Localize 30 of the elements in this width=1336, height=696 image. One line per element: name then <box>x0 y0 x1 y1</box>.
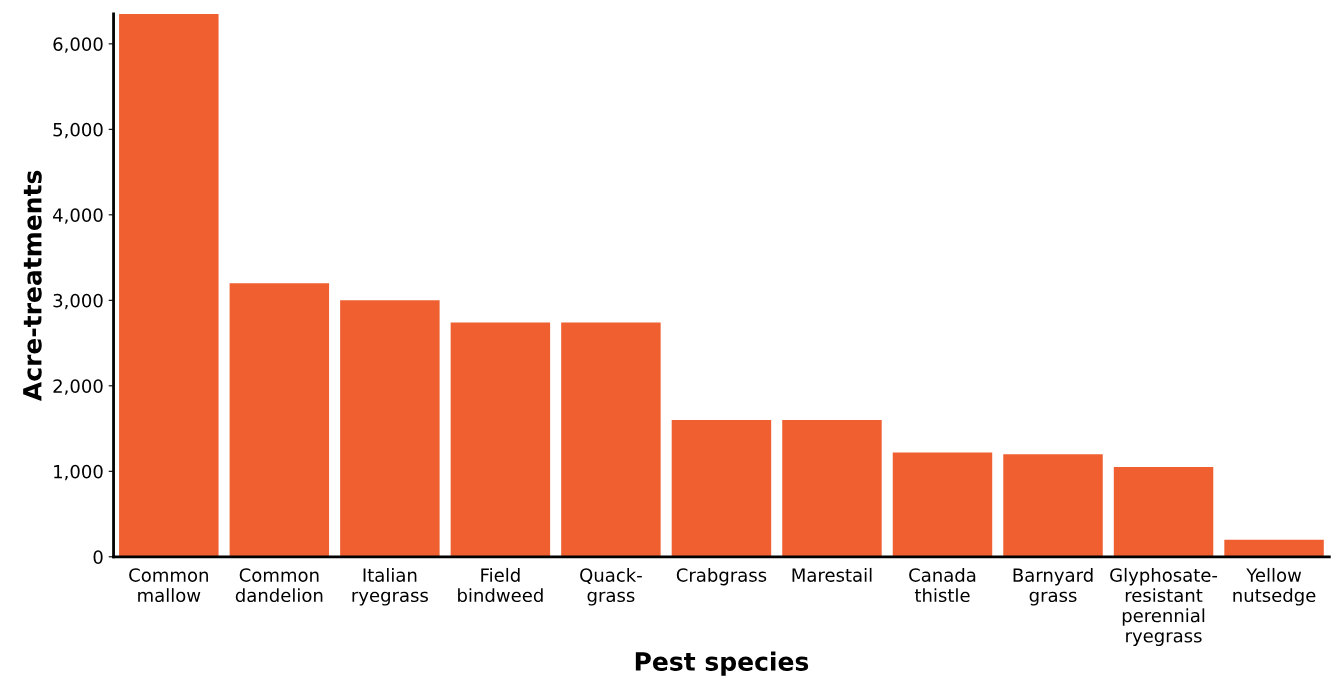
x-tick-label: Crabgrass <box>676 567 767 586</box>
bar <box>561 322 661 557</box>
y-tick-label: 6,000 <box>53 37 103 53</box>
x-tick-label: Yellow nutsedge <box>1233 567 1316 606</box>
bar <box>450 322 551 557</box>
x-tick-label: Marestail <box>792 567 872 582</box>
x-tick-label: Barnyard grass <box>1013 567 1093 606</box>
y-tick-label: 4,000 <box>53 208 103 224</box>
x-tick-label: Field bindweed <box>458 567 543 603</box>
bar <box>119 13 219 557</box>
bar <box>340 300 440 557</box>
x-tick-label: Canada thistle <box>909 567 976 603</box>
bar <box>229 283 330 557</box>
y-tick-label: 3,000 <box>53 293 103 310</box>
x-tick-label: Glyphosate- resistant perennial ryegrass <box>1110 567 1218 647</box>
x-axis-title: Pest species <box>635 651 809 676</box>
bar <box>1113 467 1214 557</box>
bar <box>782 420 882 557</box>
bar <box>1003 454 1103 557</box>
x-tick-label: Italian ryegrass <box>352 567 428 606</box>
x-tick-label: Quack- grass <box>580 567 642 606</box>
y-tick-label: 1,000 <box>54 464 103 481</box>
x-tick-label: Common dandelion <box>235 568 323 603</box>
y-tick-label: 0 <box>93 550 103 564</box>
bar <box>671 420 772 557</box>
x-tick-label: Common mallow <box>129 568 208 603</box>
y-tick-label: 5,000 <box>53 122 103 139</box>
y-tick-label: 2,000 <box>53 379 103 395</box>
bar <box>892 452 993 557</box>
y-axis-title: Acre-treatments <box>23 170 42 401</box>
